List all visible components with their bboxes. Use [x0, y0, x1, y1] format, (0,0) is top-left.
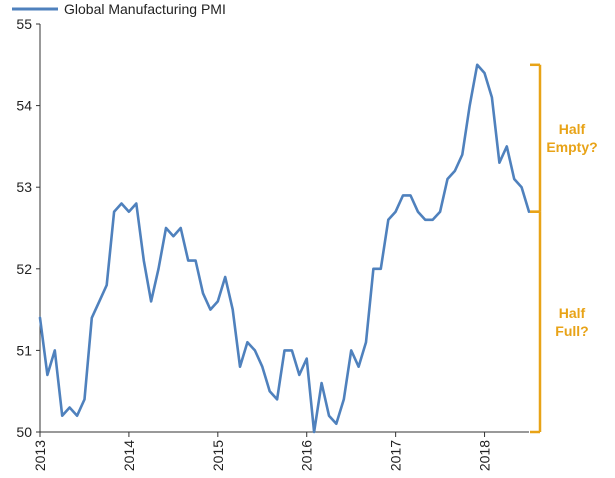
chart-legend: Global Manufacturing PMI — [12, 1, 226, 17]
x-tick-label: 2013 — [32, 440, 48, 471]
x-tick-label: 2017 — [388, 440, 404, 471]
y-tick-label: 52 — [16, 261, 32, 277]
half-empty-label: Half — [559, 121, 586, 137]
series-layer — [38, 63, 531, 434]
y-axis-ticks: 50 51 52 53 54 55 — [16, 16, 40, 440]
half-full-label: Half — [559, 305, 586, 321]
half-full-label: Full? — [555, 323, 588, 339]
legend-label: Global Manufacturing PMI — [64, 1, 226, 17]
bracket-annotations: Half Empty? Half Full? — [530, 63, 598, 434]
half-empty-label: Empty? — [546, 139, 597, 155]
y-tick-label: 53 — [16, 179, 32, 195]
x-tick-label: 2018 — [477, 440, 493, 471]
y-tick-label: 50 — [16, 424, 32, 440]
y-tick-label: 55 — [16, 16, 32, 32]
x-tick-label: 2015 — [210, 440, 226, 471]
x-tick-label: 2016 — [299, 440, 315, 471]
x-axis-ticks: 2013 2014 2015 2016 2017 2018 — [32, 432, 493, 471]
y-tick-label: 51 — [16, 342, 32, 358]
x-tick-label: 2014 — [121, 440, 137, 471]
chart-axes — [39, 24, 529, 433]
series-line — [38, 63, 531, 434]
y-tick-label: 54 — [16, 98, 32, 114]
